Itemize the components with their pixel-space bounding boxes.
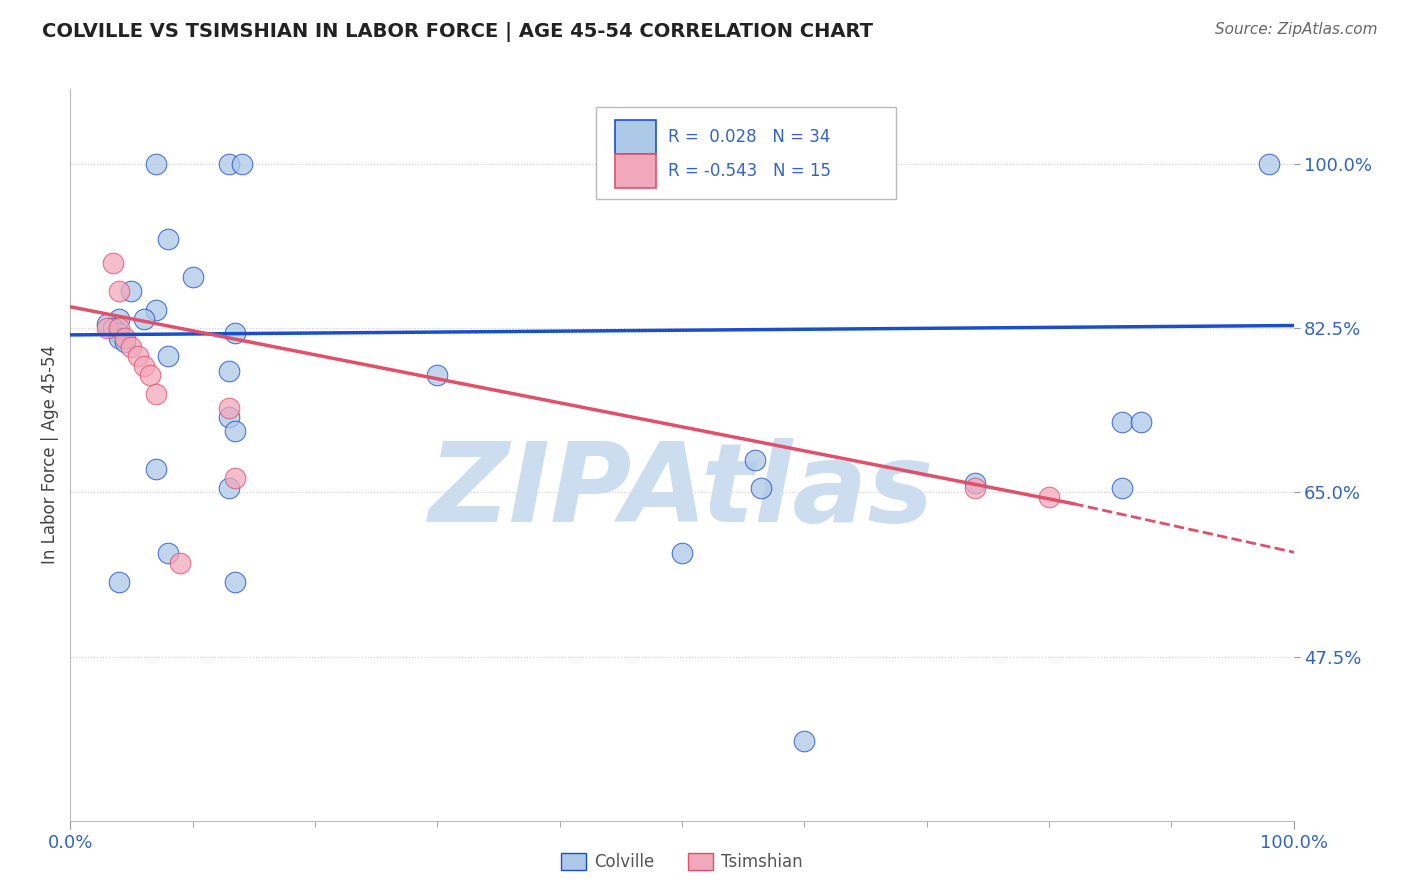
Point	[132, 312, 155, 326]
Point	[101, 255, 124, 269]
Point	[218, 363, 240, 377]
Point	[145, 302, 167, 317]
Point	[108, 574, 131, 589]
Y-axis label: In Labor Force | Age 45-54: In Labor Force | Age 45-54	[41, 345, 59, 565]
Point	[157, 546, 180, 560]
FancyBboxPatch shape	[614, 154, 657, 188]
Point	[1111, 481, 1133, 495]
Point	[224, 326, 246, 340]
Text: ZIPAtlas: ZIPAtlas	[429, 438, 935, 545]
Point	[121, 340, 143, 354]
Point	[1038, 490, 1060, 504]
Point	[1129, 415, 1152, 429]
Point	[157, 350, 180, 364]
Point	[108, 331, 131, 345]
FancyBboxPatch shape	[596, 108, 896, 199]
Point	[132, 359, 155, 373]
Point	[218, 410, 240, 425]
Point	[224, 471, 246, 485]
Point	[114, 331, 136, 345]
Point	[793, 734, 815, 748]
Point	[96, 321, 118, 335]
Point	[181, 269, 204, 284]
Point	[145, 387, 167, 401]
Point	[157, 232, 180, 246]
Point	[108, 284, 131, 298]
Text: COLVILLE VS TSIMSHIAN IN LABOR FORCE | AGE 45-54 CORRELATION CHART: COLVILLE VS TSIMSHIAN IN LABOR FORCE | A…	[42, 22, 873, 42]
Point	[671, 546, 693, 560]
Point	[96, 317, 118, 331]
Point	[108, 326, 131, 340]
Text: R = -0.543   N = 15: R = -0.543 N = 15	[668, 162, 831, 180]
Point	[224, 574, 246, 589]
Point	[101, 321, 124, 335]
Point	[1111, 415, 1133, 429]
Point	[127, 350, 149, 364]
FancyBboxPatch shape	[614, 120, 657, 153]
Point	[744, 452, 766, 467]
Point	[218, 157, 240, 171]
Point	[121, 284, 143, 298]
Point	[108, 321, 131, 335]
Point	[426, 368, 449, 383]
Point	[114, 335, 136, 350]
Point	[139, 368, 162, 383]
Point	[965, 481, 987, 495]
Point	[145, 157, 167, 171]
Point	[965, 476, 987, 491]
Point	[108, 312, 131, 326]
Point	[224, 425, 246, 439]
Text: Source: ZipAtlas.com: Source: ZipAtlas.com	[1215, 22, 1378, 37]
Point	[218, 401, 240, 415]
Point	[1258, 157, 1281, 171]
Point	[145, 462, 167, 476]
Point	[231, 157, 253, 171]
Text: R =  0.028   N = 34: R = 0.028 N = 34	[668, 128, 831, 145]
Point	[218, 481, 240, 495]
Point	[751, 481, 773, 495]
Legend: Colville, Tsimshian: Colville, Tsimshian	[554, 847, 810, 878]
Point	[169, 556, 191, 570]
